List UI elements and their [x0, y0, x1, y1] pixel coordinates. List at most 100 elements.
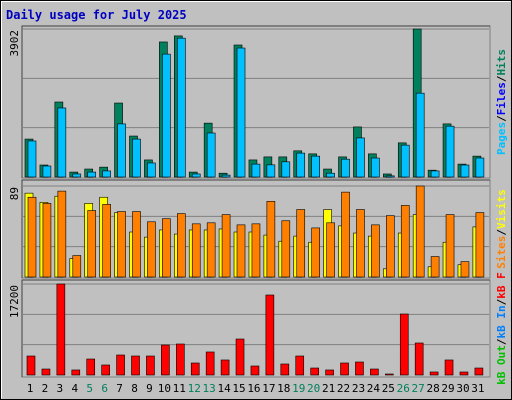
- bar: [399, 313, 409, 376]
- panel: [21, 279, 491, 378]
- x-tick-label: 17: [262, 382, 275, 395]
- chart-title: Daily usage for July 2025: [6, 8, 187, 22]
- bar: [235, 338, 245, 376]
- bar: [414, 342, 424, 376]
- legend-entry: Hits: [495, 49, 508, 76]
- panel: [21, 25, 491, 179]
- x-tick-label: 7: [116, 382, 123, 395]
- bar: [386, 175, 395, 178]
- bar: [460, 261, 470, 278]
- bar: [221, 214, 231, 278]
- x-tick-label: 15: [232, 382, 245, 395]
- bar: [146, 355, 155, 376]
- bar: [131, 355, 140, 376]
- legend-entry: Visits: [495, 189, 508, 229]
- bar: [356, 137, 365, 178]
- bar: [296, 152, 306, 178]
- bar: [161, 344, 170, 376]
- bar: [371, 224, 380, 278]
- bar: [117, 211, 126, 278]
- panel-shadow: [21, 179, 490, 278]
- bar: [475, 212, 485, 278]
- bar: [41, 368, 51, 376]
- bar: [221, 174, 231, 178]
- bar: [116, 354, 125, 376]
- bar: [355, 361, 364, 376]
- bar: [162, 53, 171, 178]
- bar: [177, 37, 186, 178]
- bar: [236, 224, 246, 278]
- bar: [311, 155, 320, 178]
- bar: [251, 223, 261, 278]
- bar: [102, 170, 111, 178]
- bar: [57, 107, 67, 178]
- x-tick-label: 25: [382, 382, 395, 395]
- bar: [87, 210, 97, 278]
- bar: [311, 227, 320, 278]
- legend-separator: /: [495, 115, 508, 122]
- y-tick-label: 89: [8, 187, 21, 200]
- legend-separator: /: [495, 75, 508, 82]
- bar: [220, 359, 230, 376]
- bar: [87, 171, 97, 178]
- panel-shadow: [21, 25, 490, 178]
- bar: [86, 358, 96, 376]
- x-tick-label: 6: [101, 382, 108, 395]
- bar: [101, 364, 110, 376]
- bar: [191, 223, 201, 278]
- bar: [42, 165, 52, 178]
- bar: [266, 164, 276, 178]
- x-tick-label: 26: [397, 382, 410, 395]
- bar: [460, 164, 470, 178]
- bar: [71, 369, 81, 376]
- bar: [386, 215, 395, 278]
- bar: [72, 255, 82, 278]
- bar: [27, 140, 37, 178]
- bar: [265, 294, 275, 376]
- x-tick-label: 23: [352, 382, 365, 395]
- bar: [132, 138, 141, 178]
- bar: [430, 170, 440, 178]
- bar: [117, 123, 126, 178]
- bar: [26, 355, 36, 376]
- bar: [251, 163, 261, 178]
- bar: [162, 218, 171, 278]
- legend-entry: Files: [495, 82, 508, 115]
- legend-entry: Sites: [495, 236, 508, 269]
- legend-entry: kB Out: [495, 345, 508, 385]
- x-tick-label: 13: [203, 382, 216, 395]
- legend-separator: /: [495, 338, 508, 345]
- bar: [341, 191, 350, 278]
- bar: [266, 201, 276, 278]
- bar: [445, 125, 455, 178]
- bar: [281, 161, 291, 178]
- legend-entry: kB In: [495, 305, 508, 338]
- x-tick-label: 9: [146, 382, 153, 395]
- bar: [250, 365, 260, 376]
- bar: [206, 132, 216, 178]
- bar: [295, 355, 305, 376]
- x-tick-label: 28: [426, 382, 439, 395]
- x-tick-label: 12: [188, 382, 201, 395]
- bar: [147, 221, 156, 278]
- x-tick-label: 20: [307, 382, 320, 395]
- x-tick-label: 30: [456, 382, 469, 395]
- x-tick-label: 21: [322, 382, 335, 395]
- bar: [205, 351, 215, 376]
- bar: [280, 363, 290, 376]
- bar: [371, 157, 380, 178]
- bar: [429, 371, 439, 376]
- bar: [236, 47, 246, 178]
- x-tick-label: 29: [441, 382, 454, 395]
- bar: [475, 157, 485, 178]
- x-tick-label: 1: [27, 382, 34, 395]
- x-tick-label: 24: [367, 382, 381, 395]
- x-tick-label: 4: [71, 382, 78, 395]
- bar: [400, 205, 410, 278]
- bar: [72, 173, 82, 178]
- bar: [177, 213, 186, 278]
- x-tick-label: 18: [277, 382, 290, 395]
- x-tick-label: 3: [57, 382, 64, 395]
- bar: [176, 343, 185, 376]
